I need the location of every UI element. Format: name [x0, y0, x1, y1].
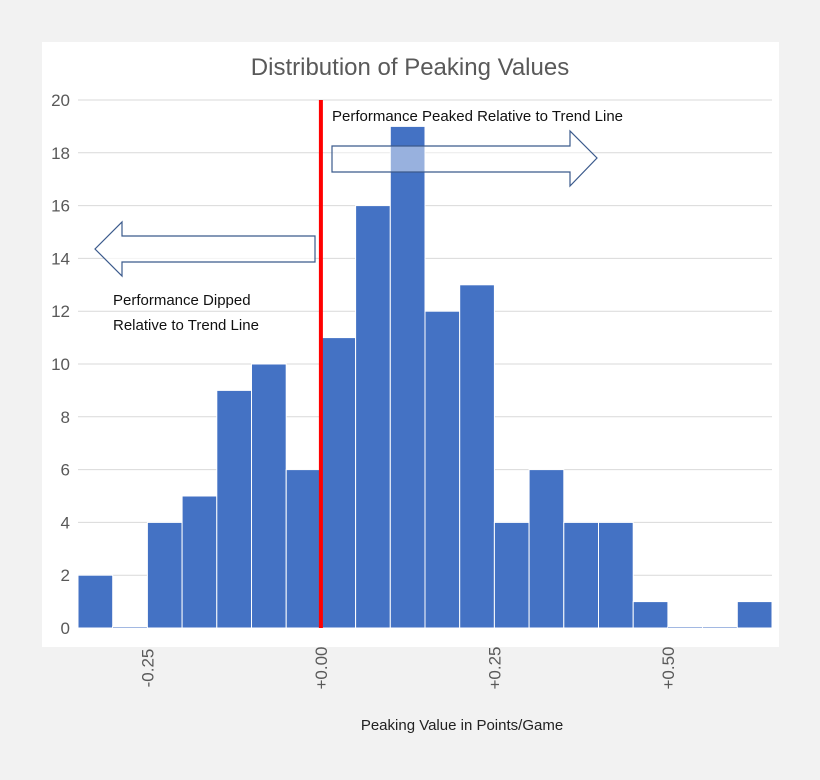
y-tick-labels: 0 2 4 6 8 10 12 14 16 18 20	[51, 91, 70, 638]
histogram-bar	[702, 626, 738, 629]
x-tick-label: +0.25	[485, 646, 504, 689]
histogram-bar	[355, 205, 391, 629]
y-tick-label: 2	[61, 566, 70, 585]
histogram-bar	[667, 626, 704, 629]
histogram-bar	[251, 363, 287, 629]
histogram-bar	[181, 495, 218, 629]
bars	[77, 125, 773, 629]
x-axis-label: Peaking Value in Points/Game	[361, 717, 563, 734]
histogram-bar	[563, 521, 599, 629]
y-tick-label: 4	[61, 513, 70, 532]
histogram-bar	[285, 469, 322, 629]
histogram-bar	[389, 125, 426, 629]
histogram-bar	[320, 337, 357, 629]
y-tick-label: 14	[51, 249, 70, 268]
y-tick-label: 0	[61, 619, 70, 638]
histogram-bar	[736, 601, 773, 629]
dipped-arrow	[94, 220, 316, 278]
x-tick-labels: -0.25 +0.00 +0.25 +0.50	[138, 646, 678, 689]
histogram-bar	[424, 310, 461, 629]
histogram-bar	[493, 521, 530, 629]
peaked-arrow	[331, 129, 598, 188]
y-tick-label: 20	[51, 91, 70, 110]
x-tick-label: +0.00	[312, 646, 331, 689]
y-tick-label: 12	[51, 302, 70, 321]
y-tick-label: 6	[61, 461, 70, 480]
y-tick-label: 8	[61, 408, 70, 427]
chart-title: Distribution of Peaking Values	[251, 54, 569, 81]
annotation-peaked: Performance Peaked Relative to Trend Lin…	[332, 108, 623, 125]
annotation-dipped-line2: Relative to Trend Line	[113, 317, 259, 334]
histogram-bar	[216, 389, 253, 629]
histogram-bar	[528, 469, 565, 629]
x-tick-label: +0.50	[659, 646, 678, 689]
histogram-bar	[598, 521, 634, 629]
y-tick-label: 18	[51, 144, 70, 163]
y-tick-label: 10	[51, 355, 70, 374]
histogram-bar	[459, 284, 495, 629]
histogram-bar	[146, 521, 183, 629]
histogram-bar	[77, 574, 114, 629]
annotation-dipped-line1: Performance Dipped	[113, 292, 251, 309]
x-tick-label: -0.25	[138, 649, 157, 688]
histogram-bar	[112, 626, 148, 629]
y-tick-label: 16	[51, 197, 70, 216]
histogram-bar	[632, 601, 669, 629]
